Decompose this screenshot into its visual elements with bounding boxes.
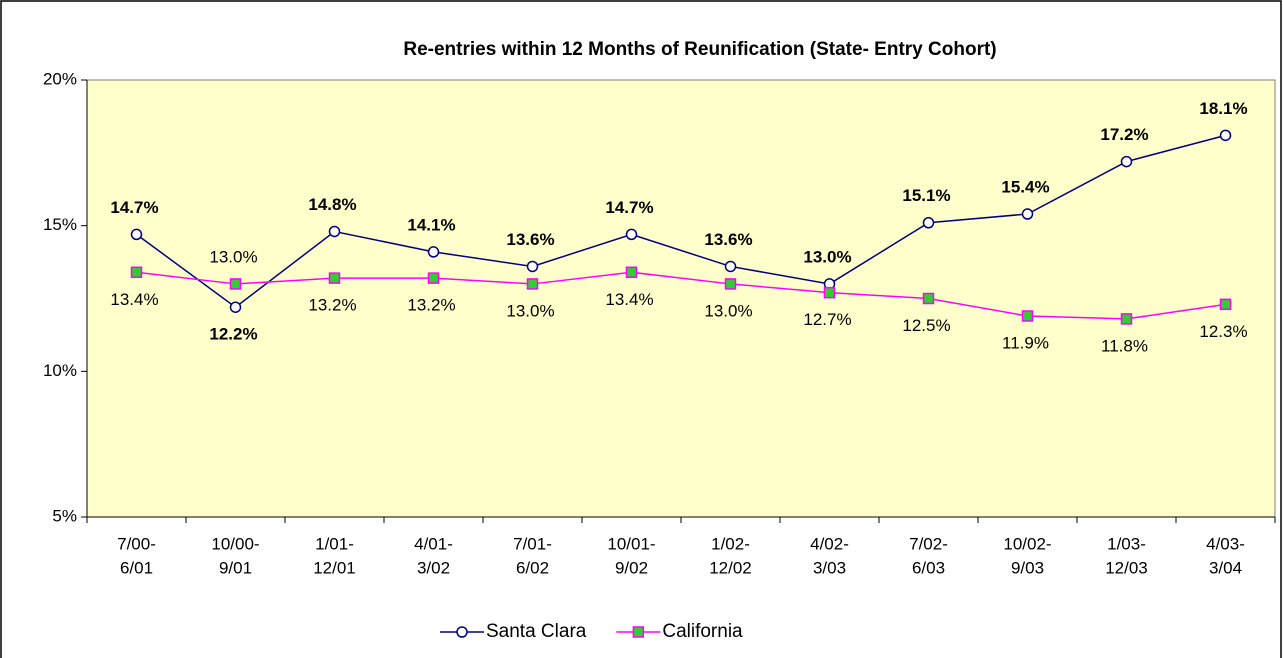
point: [130, 266, 143, 279]
x-tick-label: 1/03-: [1107, 534, 1146, 553]
x-tick-label: 7/00-: [117, 534, 156, 553]
x-tick-label: 9/01: [219, 558, 252, 577]
data-label: 15.1%: [902, 186, 950, 205]
data-label: 13.6%: [506, 230, 554, 249]
point: [1021, 208, 1034, 220]
x-tick-label: 9/03: [1011, 558, 1044, 577]
x-tick-label: 10/00-: [211, 534, 259, 553]
x-tick-label: 12/02: [709, 558, 752, 577]
legend-marker: [632, 626, 645, 638]
point: [1219, 298, 1232, 311]
point: [922, 292, 935, 305]
data-label: 11.8%: [1101, 336, 1148, 355]
x-tick-label: 10/01-: [607, 534, 655, 553]
x-tick-label: 12/03: [1105, 558, 1148, 577]
data-label: 13.2%: [407, 296, 455, 315]
point: [1120, 155, 1133, 168]
point: [823, 286, 836, 299]
x-tick-label: 3/03: [813, 558, 846, 577]
data-label: 14.7%: [605, 198, 653, 217]
point: [922, 217, 935, 229]
x-tick-label: 4/03-: [1206, 534, 1245, 553]
data-label: 14.8%: [308, 195, 356, 214]
y-tick-label: 10%: [43, 361, 77, 380]
x-tick-label: 3/02: [417, 558, 450, 577]
data-label: 18.1%: [1199, 99, 1247, 118]
data-label: 12.7%: [803, 310, 851, 329]
data-label: 12.2%: [209, 325, 257, 344]
data-label: 13.6%: [704, 230, 752, 249]
point: [1021, 310, 1034, 322]
x-tick-label: 4/02-: [810, 534, 849, 553]
x-tick-label: 7/02-: [909, 534, 948, 553]
point: [427, 272, 440, 284]
x-tick-label: 12/01: [313, 558, 356, 577]
x-tick-label: 4/01-: [414, 534, 453, 553]
x-tick-label: 1/02-: [711, 534, 750, 553]
x-tick-label: 6/02: [516, 558, 549, 577]
data-label: 13.4%: [605, 290, 653, 309]
data-label: 13.0%: [704, 301, 752, 320]
point: [526, 260, 539, 273]
point: [724, 278, 737, 290]
data-label: 13.0%: [803, 247, 851, 266]
data-label: 13.2%: [308, 296, 356, 315]
legend-label: Santa Clara: [486, 621, 587, 642]
plot-area: [86, 79, 1276, 518]
x-tick-label: 7/01-: [513, 534, 552, 553]
x-tick-label: 1/01-: [315, 534, 354, 553]
data-label: 13.4%: [110, 290, 158, 309]
data-label: 14.7%: [110, 198, 158, 217]
data-label: 12.3%: [1199, 322, 1247, 341]
legend-marker: [456, 626, 468, 638]
y-tick-label: 15%: [43, 215, 77, 234]
line: [136, 271, 1226, 320]
point: [1120, 313, 1133, 325]
point: [625, 266, 638, 279]
line: [136, 134, 1226, 309]
x-tick-label: 10/02-: [1003, 534, 1051, 553]
data-label: 13.0%: [506, 301, 554, 320]
data-label: 14.1%: [407, 215, 455, 234]
data-label: 13.0%: [209, 247, 257, 266]
point: [625, 228, 638, 241]
x-tick-label: 6/01: [120, 558, 153, 577]
chart-title: Re-entries within 12 Months of Reunifica…: [403, 39, 996, 60]
data-label: 11.9%: [1002, 333, 1049, 352]
data-label: 12.5%: [902, 316, 950, 335]
y-tick-label: 20%: [43, 69, 77, 88]
data-label: 15.4%: [1001, 177, 1049, 196]
point: [526, 278, 539, 290]
legend-label: California: [662, 621, 743, 642]
point: [427, 246, 440, 258]
y-tick-label: 5%: [52, 506, 77, 525]
point: [229, 301, 242, 313]
point: [328, 272, 341, 284]
data-label: 17.2%: [1100, 125, 1148, 144]
point: [724, 260, 737, 273]
point: [1219, 129, 1232, 142]
x-tick-label: 9/02: [615, 558, 648, 577]
point: [130, 228, 143, 241]
point: [229, 278, 242, 290]
point: [328, 225, 341, 238]
x-tick-label: 3/04: [1209, 558, 1242, 577]
x-tick-label: 6/03: [912, 558, 945, 577]
